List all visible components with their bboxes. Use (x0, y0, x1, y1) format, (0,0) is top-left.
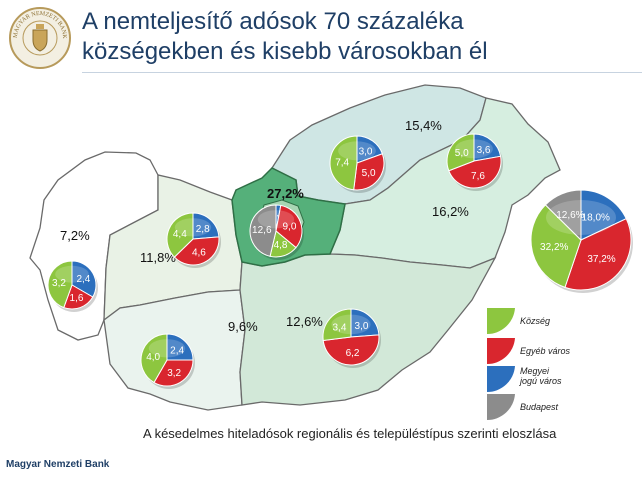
legend-item-egyeb-varos: Egyéb város (484, 334, 634, 364)
pie-gloss (331, 314, 371, 335)
pie-slice-del-dunantul-kozseg (140, 333, 168, 384)
chart-caption: A késedelmes hiteladósok regionális és t… (143, 426, 557, 441)
pie-label-del-dunantul-megyei_jogu_varos: 2,4 (170, 345, 184, 356)
pie-slice-kozep-magyarorszag-budapest (249, 204, 277, 257)
legend-label-egyeb-varos: Egyéb város (520, 346, 571, 356)
pie-label-del-alfold-megyei_jogu_varos: 3,0 (355, 321, 369, 332)
pie-gloss (174, 218, 212, 237)
pie-slice-del-alfold-megyei_jogu_varos (350, 308, 380, 338)
pie-gloss (546, 200, 616, 235)
pie-label-kozep-dunantul-egyeb_varos: 4,6 (192, 248, 206, 259)
pie-gloss (455, 139, 493, 159)
pie-gloss (148, 339, 186, 358)
footer-bank-name: Magyar Nemzeti Bank (6, 459, 110, 470)
pie-label-orszagos-budapest: 12,6% (556, 210, 584, 221)
pie-slice-orszagos-budapest (544, 189, 582, 242)
pie-label-kozep-dunantul-megyei_jogu_varos: 2,8 (196, 224, 210, 235)
pie-label-orszagos-egyeb_varos: 37,2% (587, 254, 615, 265)
pie-slice-kozep-dunantul-egyeb_varos (173, 236, 220, 266)
pie-del-dunantul: 2,4 3,2 4,0 (140, 333, 195, 389)
region-share-eszak-magyarorszag: 15,4% (405, 118, 442, 133)
region-share-kozep-magyarorszag: 27,2% (267, 186, 304, 201)
pie-label-kozep-magyarorszag-budapest: 12,6 (252, 225, 272, 236)
pie-kozep-dunantul: 2,8 4,6 4,4 (166, 212, 221, 268)
pie-slice-del-dunantul-megyei_jogu_varos (166, 333, 194, 361)
pie-gloss (257, 210, 295, 229)
region-share-eszak-alfold: 16,2% (432, 204, 469, 219)
region-share-kozep-dunantul: 11,8% (140, 250, 176, 265)
pie-label-eszak-alfold-megyei_jogu_varos: 3,6 (477, 145, 491, 156)
pie-label-eszak-magyarorszag-egyeb_varos: 5,0 (362, 168, 376, 179)
legend-label-kozseg: Község (520, 316, 551, 326)
legend-item-kozseg: Község (484, 304, 634, 334)
pie-slice-del-alfold-egyeb_varos (322, 334, 380, 366)
pie-label-eszak-alfold-kozseg: 5,0 (455, 148, 469, 159)
pie-del-alfold: 3,0 6,2 3,4 (322, 308, 381, 368)
pie-label-kozep-magyarorszag-kozseg: 4,8 (274, 240, 288, 251)
pie-label-del-dunantul-kozseg: 4,0 (146, 352, 160, 363)
pie-slice-eszak-alfold-egyeb_varos (448, 155, 502, 189)
pie-kozep-magyarorszag: 0,8 9,0 4,812,6 (249, 204, 304, 260)
pie-gloss (338, 141, 376, 161)
pie-slice-del-alfold-kozseg (322, 308, 352, 342)
region-share-del-alfold: 12,6% (286, 314, 323, 329)
pie-label-kozep-magyarorszag-egyeb_varos: 9,0 (282, 222, 296, 233)
legend-swatch-kozseg (487, 308, 515, 334)
pie-label-orszagos-megyei_jogu_varos: 18,0% (582, 212, 610, 223)
pie-label-orszagos-kozseg: 32,2% (540, 242, 568, 253)
legend-label-budapest: Budapest (520, 402, 559, 412)
pie-label-del-alfold-egyeb_varos: 6,2 (346, 348, 360, 359)
pie-slice-nyugat-dunantul-kozseg (47, 260, 73, 309)
pie-slice-kozep-magyarorszag-egyeb_varos (275, 204, 303, 249)
pie-slice-kozep-dunantul-kozseg (166, 212, 194, 258)
pie-label-nyugat-dunantul-megyei_jogu_varos: 2,4 (76, 274, 90, 285)
page-title-line-1: A nemteljesítő adósok 70 százaléka (82, 8, 464, 35)
map-regions (29, 84, 561, 411)
pie-slice-eszak-magyarorszag-egyeb_varos (353, 153, 385, 191)
pie-eszak-alfold: 3,6 7,6 5,0 (446, 133, 503, 191)
legend-item-megyei-jogu-varos: Megyei jogú város (484, 362, 634, 392)
pie-slice-orszagos-kozseg (530, 204, 582, 288)
pie-label-del-alfold-kozseg: 3,4 (333, 322, 347, 333)
pie-slice-eszak-magyarorszag-kozseg (329, 135, 358, 191)
pie-slice-eszak-alfold-megyei_jogu_varos (473, 133, 502, 162)
pie-slice-orszagos-egyeb_varos (564, 218, 632, 291)
pie-label-eszak-magyarorszag-kozseg: 7,4 (335, 158, 349, 169)
legend-swatch-megyei-jogu-varos (487, 366, 515, 392)
header: MAGYAR NEMZETI BANK A nemteljesítő adóso… (0, 0, 644, 78)
legend-label-megyei-jogu-varos: Megyei jogú város (520, 366, 562, 386)
pie-slice-kozep-dunantul-megyei_jogu_varos (192, 212, 220, 240)
region-share-del-dunantul: 9,6% (228, 319, 258, 334)
region-share-nyugat-dunantul: 7,2% (60, 228, 90, 243)
legend-swatch-budapest (487, 394, 515, 420)
pie-label-nyugat-dunantul-kozseg: 3,2 (52, 278, 66, 289)
legend-item-budapest: Budapest (484, 390, 634, 420)
pie-slice-nyugat-dunantul-egyeb_varos (63, 284, 94, 310)
pie-label-nyugat-dunantul-egyeb_varos: 1,6 (70, 293, 84, 304)
pie-label-eszak-alfold-egyeb_varos: 7,6 (471, 171, 485, 182)
pie-gloss (55, 265, 89, 283)
title-divider (82, 72, 642, 73)
pie-slice-eszak-alfold-kozseg (446, 133, 475, 172)
pie-label-del-dunantul-egyeb_varos: 3,2 (167, 368, 181, 379)
page-title-line-2: községekben és kisebb városokban él (82, 38, 488, 65)
pie-label-kozep-dunantul-kozseg: 4,4 (173, 229, 187, 240)
pie-orszagos: 18,0% 37,2% 32,2% 12,6% (530, 189, 633, 293)
legend-swatch-egyeb-varos (487, 338, 515, 364)
pie-label-eszak-magyarorszag-megyei_jogu_varos: 3,0 (359, 146, 373, 157)
pie-nyugat-dunantul: 2,4 1,6 3,2 (47, 260, 98, 312)
pie-label-kozep-magyarorszag-megyei_jogu_varos: 0,8 (271, 208, 285, 219)
mnb-logo: MAGYAR NEMZETI BANK (9, 7, 71, 69)
pie-slice-orszagos-megyei_jogu_varos (580, 189, 627, 241)
pie-eszak-magyarorszag: 3,0 5,0 7,4 (329, 135, 386, 193)
